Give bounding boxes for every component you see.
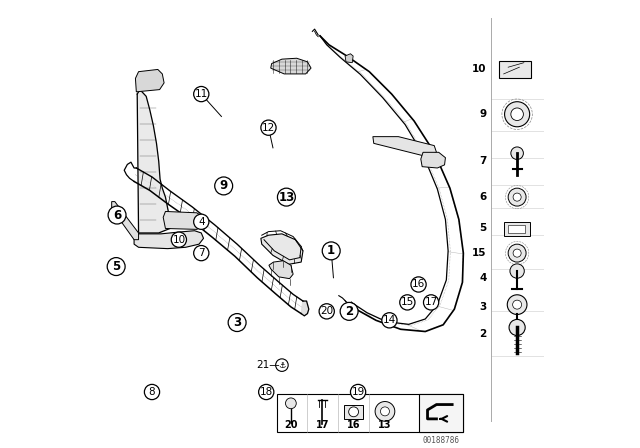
Text: 17: 17	[424, 297, 438, 307]
Text: 1: 1	[327, 244, 335, 258]
Text: 4: 4	[198, 217, 205, 227]
Circle shape	[508, 244, 526, 262]
Polygon shape	[163, 211, 204, 229]
Text: 9: 9	[479, 109, 486, 119]
Bar	[344, 405, 364, 418]
Bar	[504, 222, 530, 236]
Circle shape	[511, 108, 524, 121]
Circle shape	[194, 246, 209, 261]
Circle shape	[259, 384, 274, 400]
Text: 7: 7	[198, 248, 205, 258]
Text: 16: 16	[347, 421, 360, 431]
Text: 15: 15	[401, 297, 414, 307]
Circle shape	[513, 249, 521, 257]
Circle shape	[504, 102, 530, 127]
Circle shape	[400, 295, 415, 310]
Circle shape	[228, 314, 246, 332]
Text: 17: 17	[316, 421, 329, 431]
Circle shape	[511, 147, 524, 159]
Polygon shape	[271, 58, 311, 74]
Text: 8: 8	[148, 387, 156, 397]
Circle shape	[375, 401, 395, 421]
Text: 16: 16	[412, 280, 425, 289]
Circle shape	[278, 188, 296, 206]
Polygon shape	[345, 54, 353, 63]
Text: 2: 2	[345, 305, 353, 318]
Circle shape	[108, 206, 126, 224]
Text: 6: 6	[113, 208, 121, 222]
Text: 13: 13	[278, 190, 294, 204]
Text: 4: 4	[479, 273, 486, 283]
Circle shape	[194, 86, 209, 102]
Text: 3: 3	[479, 302, 486, 312]
Polygon shape	[269, 261, 293, 279]
Circle shape	[508, 295, 527, 314]
Circle shape	[411, 277, 426, 292]
Text: 10: 10	[472, 65, 486, 74]
Bar	[508, 225, 525, 233]
Circle shape	[509, 319, 525, 336]
Text: 21—: 21—	[256, 360, 280, 370]
Text: 19: 19	[351, 387, 365, 397]
Circle shape	[340, 302, 358, 320]
Text: ⚓: ⚓	[278, 361, 285, 370]
Polygon shape	[112, 202, 139, 240]
Polygon shape	[373, 137, 436, 157]
Text: 11: 11	[195, 89, 208, 99]
Text: 20: 20	[284, 421, 298, 431]
Text: 12: 12	[262, 123, 275, 133]
Polygon shape	[421, 152, 445, 168]
Circle shape	[285, 398, 296, 409]
Polygon shape	[301, 301, 309, 316]
Bar	[499, 61, 531, 78]
Circle shape	[424, 295, 439, 310]
Text: 5: 5	[112, 260, 120, 273]
Circle shape	[261, 120, 276, 135]
Circle shape	[513, 193, 521, 201]
Text: 5: 5	[479, 224, 486, 233]
Text: 10: 10	[172, 235, 186, 245]
Circle shape	[145, 384, 159, 400]
Text: 20: 20	[320, 306, 333, 316]
Polygon shape	[261, 234, 303, 264]
Polygon shape	[134, 231, 204, 249]
Circle shape	[194, 214, 209, 229]
Text: 7: 7	[479, 156, 486, 166]
Circle shape	[276, 359, 288, 371]
Circle shape	[380, 407, 390, 416]
Circle shape	[172, 232, 186, 247]
Text: 6: 6	[479, 192, 486, 202]
Bar	[278, 394, 463, 432]
Circle shape	[510, 264, 524, 278]
Circle shape	[349, 407, 358, 417]
Circle shape	[323, 242, 340, 260]
Circle shape	[382, 313, 397, 328]
Text: 9: 9	[220, 179, 228, 193]
Polygon shape	[137, 90, 172, 233]
Text: 3: 3	[233, 316, 241, 329]
Text: 2: 2	[479, 329, 486, 339]
Circle shape	[108, 258, 125, 276]
Text: 00188786: 00188786	[422, 436, 460, 445]
Circle shape	[215, 177, 233, 195]
Polygon shape	[136, 69, 164, 92]
Text: 14: 14	[383, 315, 396, 325]
Circle shape	[508, 188, 526, 206]
Circle shape	[319, 304, 334, 319]
Text: 18: 18	[260, 387, 273, 397]
Circle shape	[513, 300, 522, 309]
Circle shape	[351, 384, 365, 400]
Text: 13: 13	[378, 421, 392, 431]
Text: 15: 15	[472, 248, 486, 258]
Bar	[419, 394, 463, 432]
